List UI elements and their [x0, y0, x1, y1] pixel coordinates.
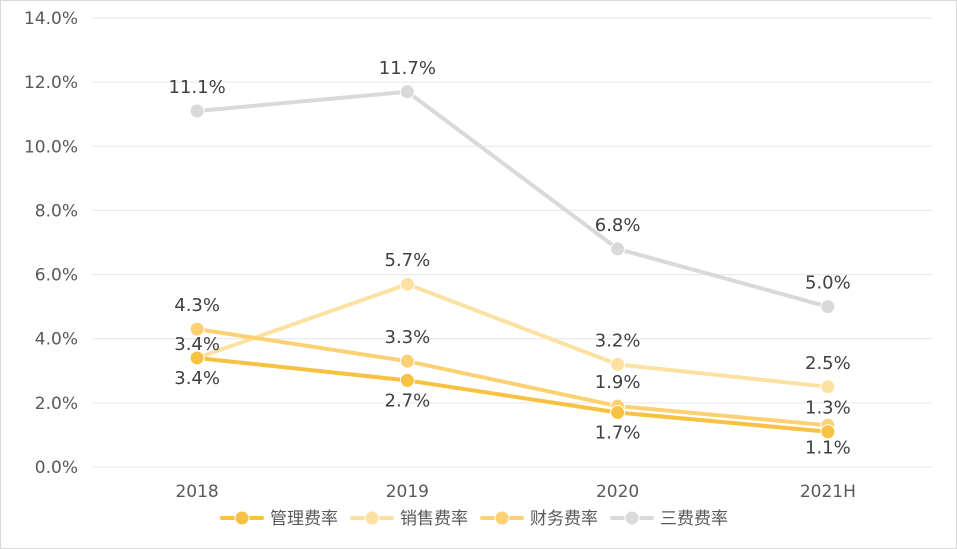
- x-tick-label: 2020: [596, 482, 639, 502]
- data-label: 3.3%: [385, 327, 431, 348]
- data-point: [189, 103, 205, 119]
- data-label: 2.5%: [805, 353, 851, 374]
- y-tick-label: 10.0%: [24, 137, 78, 157]
- series-line-0: [195, 355, 830, 434]
- data-point: [610, 404, 626, 420]
- data-point: [610, 356, 626, 372]
- data-label: 6.8%: [595, 215, 641, 236]
- legend-label: 财务费率: [530, 509, 598, 529]
- data-label: 1.9%: [595, 372, 641, 393]
- legend-label: 三费费率: [660, 509, 728, 529]
- data-label: 3.2%: [595, 330, 641, 351]
- data-label: 3.4%: [174, 368, 220, 389]
- legend-swatch-marker: [624, 510, 640, 526]
- data-point: [820, 299, 836, 315]
- legend-swatch-marker: [364, 510, 380, 526]
- y-tick-label: 4.0%: [35, 330, 78, 350]
- x-tick-label: 2021H: [800, 482, 856, 502]
- data-point: [610, 241, 626, 257]
- y-tick-label: 2.0%: [35, 394, 78, 414]
- data-point: [189, 321, 205, 337]
- data-point: [399, 353, 415, 369]
- data-point: [399, 84, 415, 100]
- y-tick-label: 14.0%: [24, 9, 78, 29]
- series-lines: [195, 89, 830, 434]
- y-tick-label: 0.0%: [35, 458, 78, 478]
- legend-label: 销售费率: [400, 509, 468, 529]
- data-label: 5.7%: [385, 250, 431, 271]
- data-label: 1.3%: [805, 397, 851, 418]
- data-label: 4.3%: [174, 295, 220, 316]
- series-line-1: [195, 282, 830, 389]
- series-line-2: [195, 327, 830, 428]
- data-label: 2.7%: [385, 390, 431, 411]
- series-line-3: [195, 89, 830, 309]
- data-label: 11.1%: [169, 77, 226, 98]
- data-label: 1.7%: [595, 422, 641, 443]
- legend-label: 管理费率: [270, 509, 338, 529]
- gridlines: [92, 17, 933, 468]
- data-point: [399, 372, 415, 388]
- x-tick-label: 2018: [175, 482, 218, 502]
- y-tick-label: 8.0%: [35, 201, 78, 221]
- y-axis: 0.0% 2.0% 4.0% 6.0% 8.0% 10.0% 12.0% 14.0%: [24, 9, 78, 478]
- data-label: 3.4%: [174, 334, 220, 355]
- series-markers: [189, 84, 836, 440]
- data-label: 1.1%: [805, 438, 851, 459]
- legend-swatch-marker: [494, 510, 510, 526]
- data-label: 5.0%: [805, 273, 851, 294]
- x-tick-label: 2019: [386, 482, 429, 502]
- data-point: [189, 350, 205, 366]
- legend-swatch-marker: [234, 510, 250, 526]
- legend: 管理费率 销售费率 财务费率 三费费率: [220, 509, 728, 529]
- data-label: 11.7%: [379, 58, 436, 79]
- data-point: [820, 424, 836, 440]
- data-point: [820, 379, 836, 395]
- data-labels: 3.4% 2.7% 1.7% 1.1% 3.4% 5.7% 3.2% 2.5% 4.3% 3.3%…: [169, 58, 851, 459]
- data-point: [399, 276, 415, 292]
- x-axis: 2018 2019 2020 2021H: [175, 482, 855, 502]
- y-tick-label: 6.0%: [35, 266, 78, 286]
- y-tick-label: 12.0%: [24, 73, 78, 93]
